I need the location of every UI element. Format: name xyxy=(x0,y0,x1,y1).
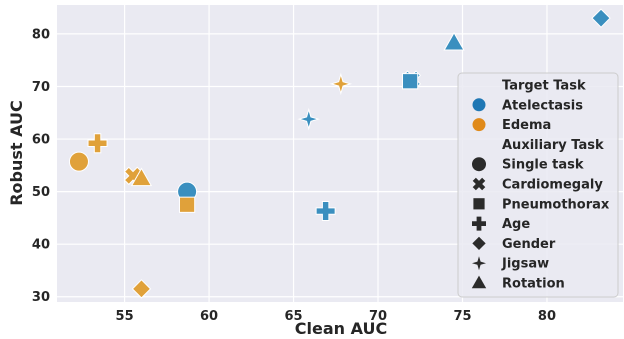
legend-label-edema: Edema xyxy=(502,118,551,133)
legend-label-pneumothorax: Pneumothorax xyxy=(502,197,610,212)
y-tick-label: 30 xyxy=(32,290,50,305)
y-axis-ticks: 30 40 50 60 70 80 xyxy=(32,27,50,305)
y-tick-label: 70 xyxy=(32,80,50,95)
legend-label-gender: Gender xyxy=(502,237,556,252)
legend-marker-atelectasis xyxy=(472,98,486,112)
legend-label-cardiomegaly: Cardiomegaly xyxy=(502,178,603,193)
x-tick-label: 70 xyxy=(369,309,387,324)
x-tick-label: 75 xyxy=(453,309,471,324)
y-tick-label: 60 xyxy=(32,133,50,148)
y-tick-label: 80 xyxy=(32,27,50,42)
legend-marker-rotation xyxy=(471,275,487,289)
legend-label-atelectasis: Atelectasis xyxy=(502,98,583,113)
legend-box xyxy=(457,72,619,298)
point-edema-age xyxy=(87,133,108,154)
point-edema-single-task xyxy=(68,151,89,172)
point-atelectasis-jigsaw xyxy=(297,107,321,131)
point-edema-rotation xyxy=(130,167,153,187)
point-edema-jigsaw xyxy=(329,72,353,96)
data-points xyxy=(68,8,611,299)
x-tick-label: 65 xyxy=(284,309,302,324)
y-axis-title: Robust AUC xyxy=(7,100,26,206)
legend-label-rotation: Rotation xyxy=(502,277,565,292)
legend-marker-cardiomegaly xyxy=(472,177,486,191)
point-atelectasis-pneumothorax xyxy=(402,73,419,90)
legend-label-age: Age xyxy=(502,217,530,232)
point-edema-pneumothorax xyxy=(178,196,196,213)
point-atelectasis-age xyxy=(315,201,336,222)
y-tick-label: 50 xyxy=(32,185,50,200)
x-axis-ticks: 55 60 65 70 75 80 xyxy=(116,309,556,324)
legend-marker-pneumothorax xyxy=(473,198,485,210)
x-tick-label: 80 xyxy=(538,309,556,324)
point-atelectasis-gender xyxy=(591,8,611,28)
legend-label-jigsaw: Jigsaw xyxy=(501,257,549,272)
point-edema-gender xyxy=(131,279,152,299)
y-tick-label: 40 xyxy=(32,238,50,253)
x-tick-label: 55 xyxy=(116,309,134,324)
point-atelectasis-rotation xyxy=(443,31,465,51)
x-axis-title: Clean AUC xyxy=(295,319,387,338)
legend-marker-age xyxy=(472,216,486,231)
legend-marker-gender xyxy=(472,236,486,251)
legend-label-single-task: Single task xyxy=(502,158,584,173)
legend-marker-edema xyxy=(472,118,486,132)
legend: Target Task Atelectasis Edema Auxiliary Tas… xyxy=(457,72,619,298)
legend-marker-jigsaw xyxy=(472,256,486,271)
legend-hue-title: Target Task xyxy=(502,79,586,94)
x-tick-label: 60 xyxy=(200,309,218,324)
legend-style-title: Auxiliary Task xyxy=(502,138,604,153)
legend-marker-single-task xyxy=(472,157,486,172)
